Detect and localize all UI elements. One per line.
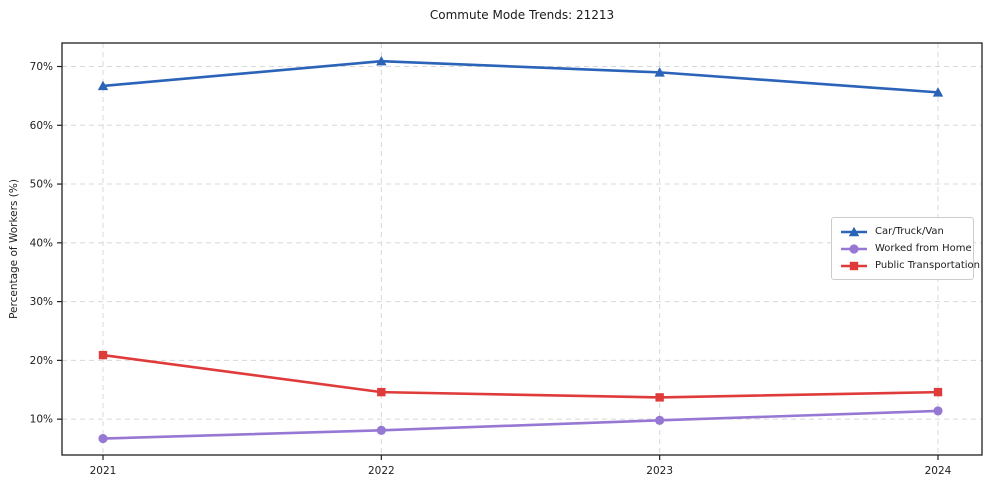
marker-square [98, 350, 108, 360]
legend-item-worked-from-home: Worked from Home [839, 240, 972, 257]
chart-title: Commute Mode Trends: 21213 [429, 8, 615, 22]
marker-circle [655, 415, 665, 425]
marker-triangle [376, 56, 387, 66]
x-tick-label: 2022 [368, 465, 395, 477]
legend-item-car-truck-van: Car/Truck/Van [839, 223, 965, 240]
marker-triangle [654, 67, 665, 77]
y-tick-label: 10% [30, 414, 53, 426]
series-line-triangle [101, 59, 940, 94]
y-tick-label: 50% [30, 179, 53, 191]
y-tick-label: 70% [30, 61, 53, 73]
marker-circle [98, 433, 108, 444]
marker-circle [376, 425, 386, 435]
legend-label: Public Transportation [875, 260, 980, 271]
y-tick-label: 30% [30, 296, 53, 308]
y-tick-label: 20% [30, 355, 53, 367]
marker-square [849, 261, 859, 270]
x-tick-label: 2023 [646, 465, 673, 477]
y-tick-label: 60% [30, 120, 53, 132]
legend-marker-circle-icon [841, 243, 867, 254]
marker-circle [849, 243, 859, 254]
legend-marker-triangle-icon [841, 226, 867, 236]
x-tick-label: 2024 [925, 465, 952, 477]
marker-square [655, 393, 664, 402]
y-tick-label: 40% [30, 237, 53, 249]
marker-circle [933, 406, 943, 416]
legend-marker-square-icon [841, 261, 867, 270]
legend-label: Worked from Home [875, 243, 972, 254]
series-line-square [101, 353, 940, 399]
legend-label: Car/Truck/Van [875, 226, 944, 237]
x-tick-label: 2021 [90, 465, 117, 477]
series-line-circle [101, 409, 940, 440]
marker-triangle [848, 226, 860, 236]
axes-frame [61, 42, 983, 456]
marker-triangle [97, 80, 109, 91]
marker-square [933, 387, 943, 397]
legend: Car/Truck/Van Worked from Home Public Tr… [831, 217, 980, 280]
legend-item-public-transportation: Public Transportation [839, 257, 980, 274]
marker-square [377, 387, 386, 397]
marker-triangle [932, 87, 944, 97]
